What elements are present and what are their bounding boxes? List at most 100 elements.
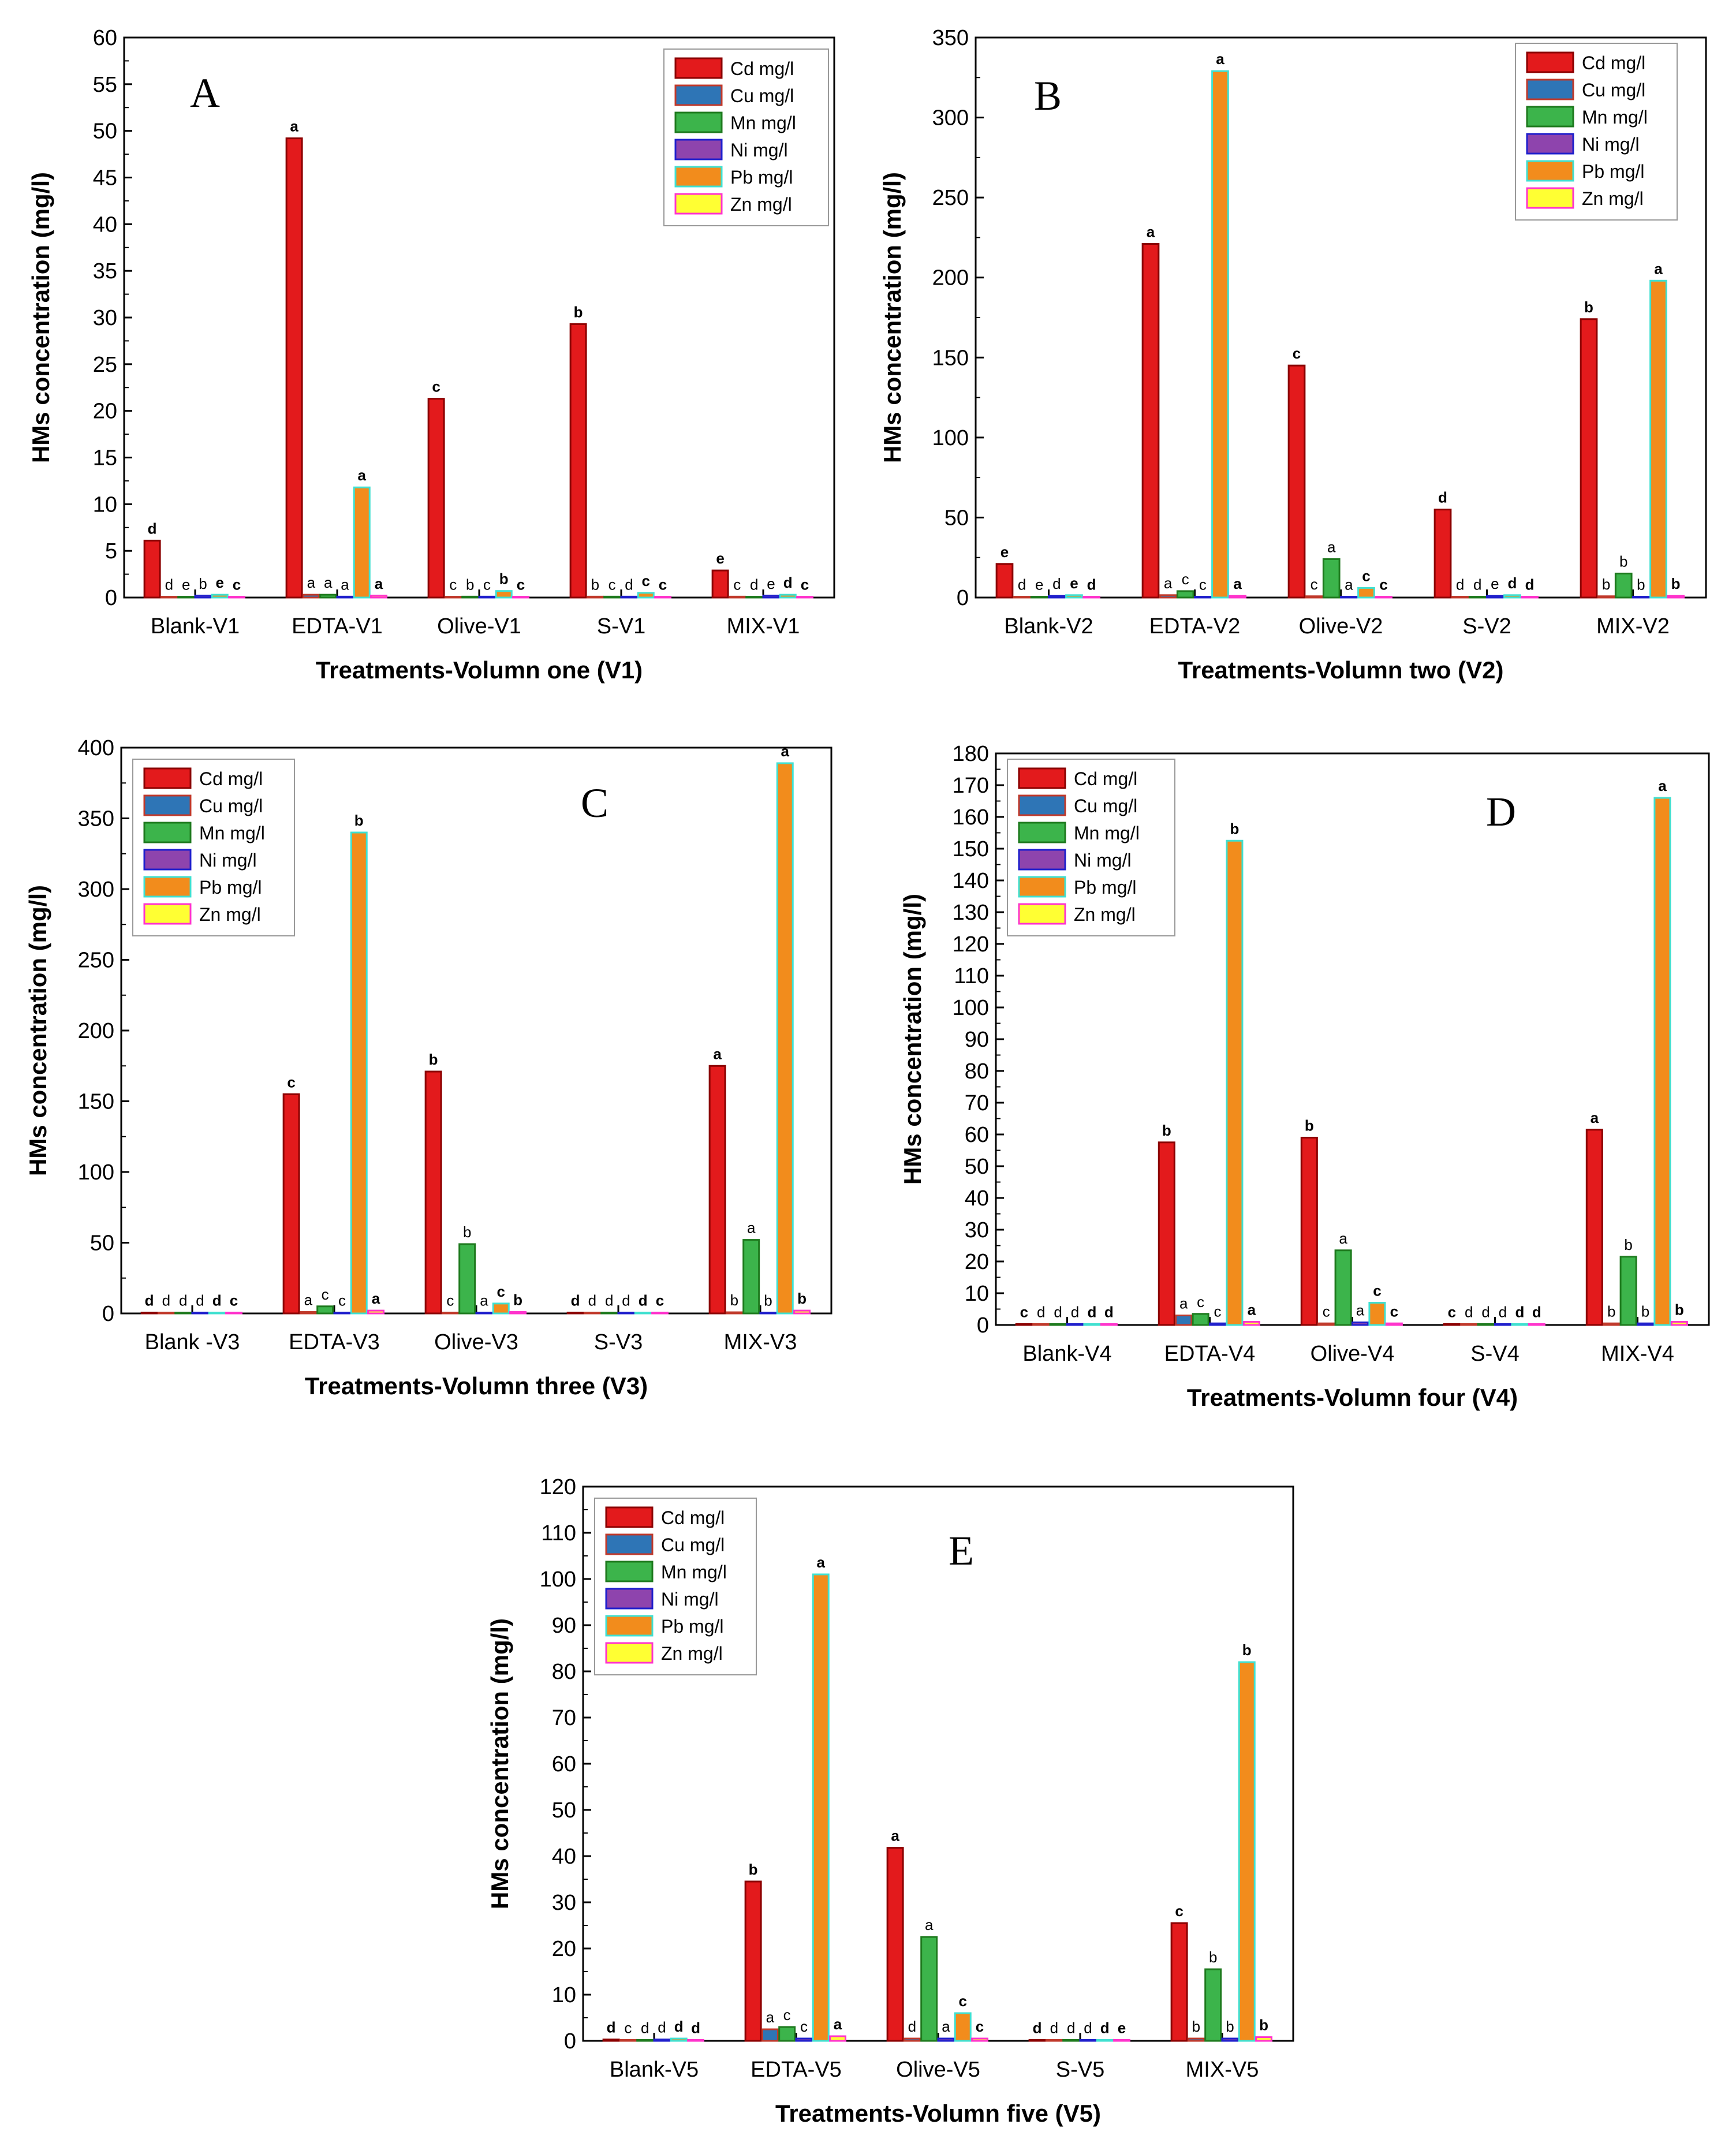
- bar-cd: [140, 1312, 158, 1315]
- bar-mn: [745, 596, 763, 599]
- significance-label: a: [290, 118, 298, 135]
- significance-label: d: [1465, 1304, 1473, 1321]
- significance-label: b: [1624, 1236, 1632, 1253]
- significance-label: a: [781, 742, 790, 760]
- bar-mn: [1204, 1968, 1222, 2042]
- y-tick-label: 35: [93, 259, 117, 283]
- bar-zn: [1229, 595, 1246, 599]
- significance-label: c: [1362, 567, 1370, 584]
- legend-label: Cu mg/l: [661, 1535, 725, 1555]
- legend-label: Pb mg/l: [661, 1616, 723, 1637]
- y-tick-label: 180: [953, 742, 989, 766]
- bar-cd: [1015, 1323, 1033, 1326]
- bar-pb: [211, 593, 229, 599]
- bar-mn: [1619, 1256, 1637, 1326]
- legend-label: Ni mg/l: [199, 850, 257, 871]
- significance-label: b: [466, 576, 474, 593]
- bar-cu: [1603, 1322, 1621, 1326]
- bar-cd: [1141, 243, 1160, 599]
- bar-ni: [191, 1312, 209, 1315]
- significance-label: c: [1020, 1304, 1028, 1321]
- bar-zn: [228, 596, 246, 599]
- significance-label: a: [834, 2015, 842, 2033]
- x-tick-label: Blank-V4: [1022, 1342, 1111, 1366]
- significance-label: e: [216, 574, 224, 591]
- bar-pb: [1083, 1323, 1101, 1326]
- significance-label: c: [608, 576, 616, 593]
- bar-ni: [1637, 1322, 1655, 1326]
- bar-pb: [634, 1312, 652, 1315]
- x-axis-title: Treatments-Volumn one (V1): [316, 656, 643, 684]
- bar-cd: [1287, 364, 1306, 599]
- significance-label: d: [1473, 576, 1481, 593]
- bar-cu: [1032, 1323, 1050, 1326]
- bar-zn: [651, 1312, 669, 1315]
- significance-label: a: [747, 1219, 756, 1237]
- significance-label: b: [1641, 1302, 1649, 1320]
- x-axis-title: Treatments-Volumn five (V5): [775, 2100, 1101, 2127]
- y-tick-label: 80: [552, 1660, 576, 1684]
- bar-zn: [370, 595, 388, 599]
- significance-label: a: [713, 1045, 722, 1062]
- y-tick-label: 150: [953, 837, 989, 861]
- legend-label: Cu mg/l: [1074, 796, 1137, 816]
- significance-label: c: [1448, 1304, 1456, 1321]
- x-tick-label: EDTA-V4: [1164, 1342, 1256, 1366]
- panel-letter: D: [1486, 789, 1516, 835]
- bar-cd: [285, 137, 303, 599]
- y-tick-label: 100: [78, 1160, 114, 1185]
- x-tick-label: Olive-V3: [434, 1330, 518, 1354]
- bar-cd: [1300, 1137, 1318, 1326]
- y-tick-label: 350: [78, 807, 114, 831]
- significance-label: a: [1591, 1109, 1599, 1126]
- legend-swatch-pb: [143, 876, 192, 898]
- bar-mn: [1176, 590, 1194, 599]
- significance-label: a: [1179, 1295, 1188, 1312]
- significance-label: b: [591, 576, 599, 593]
- significance-label: b: [1209, 1948, 1217, 1966]
- y-tick-label: 110: [954, 964, 989, 988]
- significance-label: b: [1305, 1117, 1314, 1134]
- significance-label: e: [1035, 576, 1043, 593]
- significance-label: c: [230, 1292, 238, 1309]
- legend-label: Zn mg/l: [199, 904, 261, 925]
- significance-label: c: [1390, 1302, 1398, 1320]
- y-tick-label: 40: [965, 1186, 989, 1211]
- significance-label: d: [605, 1292, 613, 1309]
- significance-label: d: [622, 1292, 630, 1309]
- significance-label: c: [233, 576, 241, 593]
- bar-zn: [1255, 2036, 1273, 2042]
- panel-letter: B: [1034, 73, 1062, 119]
- bar-cd: [995, 563, 1014, 599]
- significance-label: c: [1199, 576, 1207, 593]
- x-tick-label: Blank -V3: [145, 1330, 240, 1354]
- y-tick-label: 60: [552, 1752, 576, 1776]
- significance-label: d: [179, 1292, 187, 1309]
- significance-label: b: [513, 1291, 522, 1309]
- significance-label: c: [483, 576, 491, 593]
- significance-label: c: [322, 1286, 329, 1303]
- x-tick-label: S-V5: [1056, 2058, 1104, 2082]
- legend-label: Mn mg/l: [730, 113, 796, 133]
- significance-label: d: [145, 1292, 154, 1309]
- significance-label: e: [767, 575, 775, 592]
- y-axis-title: HMs concentration (mg/l): [899, 894, 926, 1185]
- bar-ni: [620, 595, 638, 599]
- bar-cu: [586, 595, 604, 599]
- x-tick-label: EDTA-V1: [292, 614, 383, 639]
- bar-zn: [654, 596, 672, 599]
- bar-ni: [1486, 595, 1504, 599]
- legend-swatch-zn: [1018, 903, 1066, 925]
- bar-ni: [333, 1312, 351, 1315]
- y-tick-label: 25: [93, 353, 117, 377]
- significance-label: d: [607, 2019, 616, 2036]
- bar-cd: [569, 323, 587, 599]
- y-tick-label: 70: [965, 1091, 989, 1115]
- y-tick-label: 250: [932, 186, 969, 210]
- bar-mn: [1477, 1323, 1495, 1326]
- significance-label: a: [1658, 777, 1667, 794]
- significance-label: d: [1515, 1304, 1524, 1321]
- significance-label: a: [324, 574, 333, 591]
- bar-pb: [670, 2037, 688, 2042]
